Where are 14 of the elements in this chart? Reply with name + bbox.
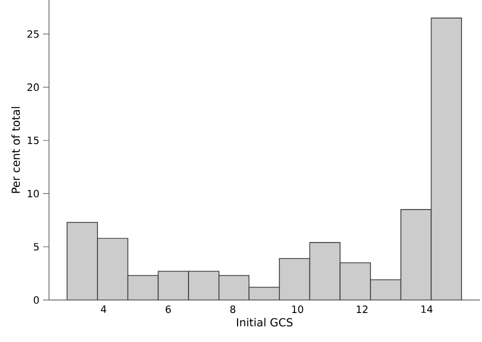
- x-tick-label: 4: [100, 306, 106, 313]
- y-tick-label: 25: [27, 30, 39, 38]
- x-tick-label: 6: [166, 306, 171, 314]
- x-axis-title: Initial GCS: [237, 318, 292, 326]
- x-tick-label: 12: [356, 306, 368, 313]
- y-tick-label: 10: [28, 190, 39, 198]
- y-tick-label: 5: [34, 243, 39, 251]
- x-tick-label: 14: [421, 306, 432, 313]
- x-tick-label: 8: [230, 306, 236, 314]
- y-axis-title: Per cent of total: [11, 107, 20, 193]
- y-tick-label: 20: [27, 83, 39, 92]
- y-tick-label: 15: [28, 136, 39, 144]
- x-tick-label: 10: [292, 306, 304, 314]
- y-tick-label: 0: [34, 296, 39, 304]
